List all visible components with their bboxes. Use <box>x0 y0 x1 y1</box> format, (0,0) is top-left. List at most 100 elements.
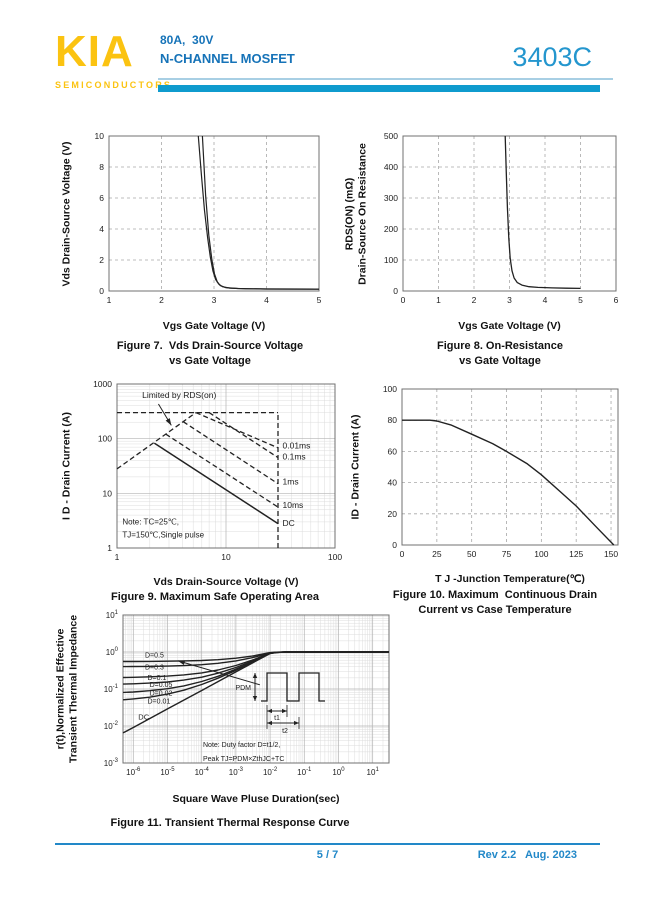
fig11-y-axis-label-line1: r(t),Normalized Effective <box>54 628 67 750</box>
duty-cycle-waveform-inset: PDM t1 t2 Note: Duty factor D=t1/2, Peak… <box>203 672 325 763</box>
svg-text:2: 2 <box>99 255 104 265</box>
svg-text:3: 3 <box>212 295 217 305</box>
svg-text:10-2: 10-2 <box>104 721 119 731</box>
fig11-caption: Figure 11. Transient Thermal Response Cu… <box>110 817 350 829</box>
svg-text:5: 5 <box>578 295 583 305</box>
fig9-y-axis-label: I D - Drain Current (A) <box>60 412 73 520</box>
svg-text:1ms: 1ms <box>283 477 299 487</box>
svg-text:0: 0 <box>400 549 405 559</box>
svg-text:0: 0 <box>99 286 104 296</box>
svg-text:1: 1 <box>107 295 112 305</box>
pdm-label: PDM <box>235 685 251 692</box>
svg-text:10-3: 10-3 <box>104 758 119 768</box>
svg-text:D=0.1: D=0.1 <box>147 675 166 682</box>
fig7-caption-line1: Figure 7. Vds Drain-Source Voltage <box>116 340 304 352</box>
svg-text:100: 100 <box>332 767 345 777</box>
svg-text:5: 5 <box>317 295 322 305</box>
figure-9: I D - Drain Current (A) 1 10 100 1 10 100 1000… <box>55 372 345 603</box>
fig8-y-axis-label: RDS(ON) (mΩ) Drain-Source On Resistance <box>343 143 368 285</box>
fig11-x-axis-label: Square Wave Pluse Duration(sec) <box>172 793 340 805</box>
svg-text:100: 100 <box>383 384 397 394</box>
device-type: N-CHANNEL MOSFET <box>160 51 295 66</box>
svg-text:1: 1 <box>115 552 120 562</box>
svg-text:0: 0 <box>393 286 398 296</box>
t1-label: t1 <box>274 715 280 722</box>
svg-text:150: 150 <box>604 549 618 559</box>
header-rule-thick <box>158 85 600 92</box>
svg-text:4: 4 <box>543 295 548 305</box>
svg-text:500: 500 <box>384 131 398 141</box>
fig10-x-axis-label: T J -Junction Temperature(℃) <box>435 573 585 585</box>
svg-text:0: 0 <box>401 295 406 305</box>
peak-tj-note: Peak TJ=PDM×ZthJC+TC <box>203 756 284 763</box>
svg-text:75: 75 <box>502 549 512 559</box>
svg-text:6: 6 <box>614 295 619 305</box>
svg-text:25: 25 <box>432 549 442 559</box>
svg-text:3: 3 <box>507 295 512 305</box>
svg-text:8: 8 <box>99 162 104 172</box>
svg-text:10: 10 <box>95 131 105 141</box>
svg-text:Note: TC=25℃,: Note: TC=25℃, <box>122 517 179 526</box>
fig8-caption-line2: vs Gate Voltage <box>459 355 541 367</box>
fig10-caption-line2: Current vs Case Temperature <box>418 604 572 616</box>
svg-text:4: 4 <box>99 224 104 234</box>
t1-arrowhead-left <box>267 708 272 714</box>
svg-text:400: 400 <box>384 162 398 172</box>
svg-text:D=0.5: D=0.5 <box>145 653 164 660</box>
svg-text:4: 4 <box>264 295 269 305</box>
figure-11: r(t),Normalized Effective Transient Ther… <box>54 605 390 855</box>
svg-text:100: 100 <box>98 434 112 444</box>
svg-text:10: 10 <box>221 552 231 562</box>
svg-text:D=0.01: D=0.01 <box>147 699 170 706</box>
svg-text:200: 200 <box>384 224 398 234</box>
fig7-caption-line2: vs Gate Voltage <box>169 355 251 367</box>
svg-text:0.01ms: 0.01ms <box>283 441 311 451</box>
svg-text:101: 101 <box>367 767 380 777</box>
svg-text:1000: 1000 <box>93 379 112 389</box>
t2-arrowhead-right <box>294 720 299 726</box>
header-rule-thin <box>158 78 613 80</box>
svg-text:1: 1 <box>107 543 112 553</box>
svg-text:20: 20 <box>388 509 398 519</box>
svg-text:60: 60 <box>388 446 398 456</box>
svg-text:300: 300 <box>384 193 398 203</box>
fig7-y-axis-label: Vds Drain-Source Voltage (V) <box>60 141 73 287</box>
svg-text:D=0.05: D=0.05 <box>150 682 173 689</box>
svg-text:10-1: 10-1 <box>104 684 119 694</box>
svg-text:50: 50 <box>467 549 477 559</box>
square-wave-glyph <box>261 672 325 702</box>
fig8-caption-line1: Figure 8. On-Resistance <box>437 340 563 352</box>
revision-text: Rev 2.2 Aug. 2023 <box>477 849 577 861</box>
fig9-x-axis-label: Vds Drain-Source Voltage (V) <box>153 576 299 588</box>
svg-text:2: 2 <box>472 295 477 305</box>
fig8-x-axis-label: Vgs Gate Voltage (V) <box>458 320 561 332</box>
t2-label: t2 <box>282 728 288 735</box>
svg-text:100: 100 <box>534 549 548 559</box>
svg-text:100: 100 <box>384 255 398 265</box>
fig10-caption-line1: Figure 10. Maximum Continuous Drain <box>392 589 598 601</box>
figure-10: ID - Drain Current (A) 0 25 50 75 100 125 150 0… <box>349 375 635 616</box>
svg-text:DC: DC <box>283 518 295 528</box>
pdm-arrowhead-top <box>252 673 258 678</box>
pdm-arrowhead-bottom <box>252 696 258 701</box>
duty-factor-note: Note: Duty factor D=t1/2, <box>203 742 280 749</box>
svg-text:TJ=150℃,Single pulse: TJ=150℃,Single pulse <box>122 531 204 540</box>
svg-text:D=0.02: D=0.02 <box>150 691 173 698</box>
svg-text:125: 125 <box>569 549 583 559</box>
svg-text:100: 100 <box>328 552 342 562</box>
svg-text:101: 101 <box>106 610 119 620</box>
svg-text:1: 1 <box>436 295 441 305</box>
brand-logo-subtitle: SEMICONDUCTORS <box>55 80 173 90</box>
fig10-y-axis-label: ID - Drain Current (A) <box>349 414 362 520</box>
svg-text:0: 0 <box>392 540 397 550</box>
svg-text:D=0.3: D=0.3 <box>145 665 164 672</box>
fig7-x-axis-label: Vgs Gate Voltage (V) <box>162 320 266 332</box>
part-number: 3403C <box>512 42 592 72</box>
figure-8: RDS(ON) (mΩ) Drain-Source On Resistance … <box>343 128 625 373</box>
fig8-y-axis-label-line1: RDS(ON) (mΩ) <box>343 177 356 251</box>
svg-text:DC: DC <box>138 712 149 721</box>
svg-text:10ms: 10ms <box>283 500 304 510</box>
